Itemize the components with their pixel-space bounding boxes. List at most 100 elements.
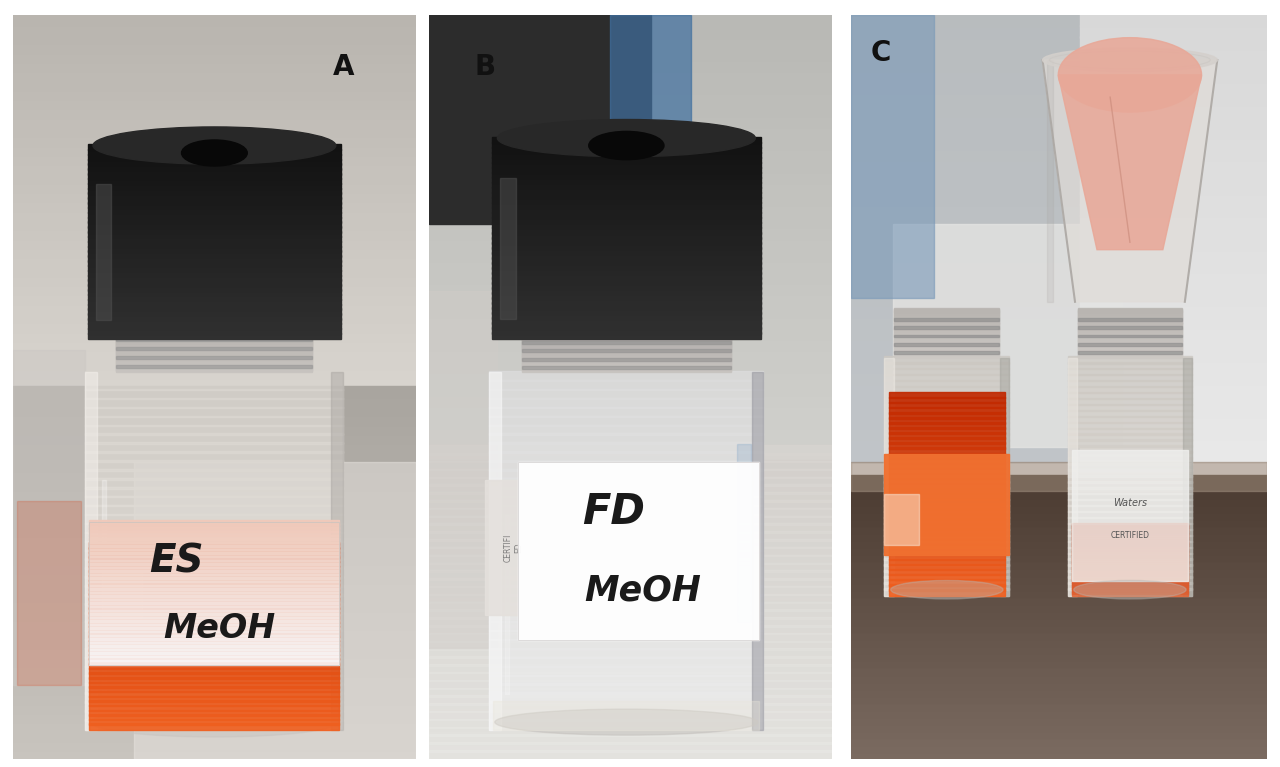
Bar [13, 97, 416, 108]
Bar [13, 739, 416, 750]
Bar [429, 639, 832, 647]
Bar [489, 647, 763, 658]
Bar [1071, 580, 1188, 583]
Bar [429, 485, 832, 494]
Bar [1068, 392, 1193, 400]
Bar [492, 217, 760, 223]
Bar [492, 197, 760, 203]
Bar [1071, 555, 1188, 558]
Bar [1080, 393, 1267, 406]
Bar [90, 719, 339, 725]
Bar [888, 433, 1005, 439]
Bar [895, 334, 1000, 337]
Bar [851, 137, 1080, 150]
Bar [1080, 36, 1267, 49]
Bar [13, 79, 416, 90]
Bar [86, 416, 343, 426]
Bar [1080, 215, 1267, 227]
Bar [851, 538, 1267, 548]
Bar [895, 349, 1000, 351]
Bar [116, 330, 312, 333]
Bar [332, 373, 343, 729]
Bar [88, 260, 340, 266]
Bar [1071, 562, 1188, 565]
Bar [88, 188, 340, 194]
Bar [90, 621, 339, 627]
Bar [1068, 422, 1193, 429]
Bar [101, 479, 106, 694]
Bar [429, 676, 832, 685]
Bar [1080, 271, 1267, 283]
Bar [13, 219, 416, 229]
Bar [429, 617, 832, 627]
Bar [489, 380, 763, 390]
Bar [13, 339, 416, 350]
Bar [86, 701, 343, 712]
Bar [884, 463, 1009, 471]
Bar [429, 193, 832, 205]
Bar [1068, 493, 1193, 500]
Bar [851, 574, 1267, 583]
Bar [851, 525, 1267, 533]
Bar [429, 449, 832, 462]
Bar [1078, 350, 1183, 353]
Bar [884, 427, 1009, 435]
Bar [1071, 581, 1188, 585]
Bar [90, 599, 339, 604]
Bar [888, 518, 1005, 525]
Bar [1068, 410, 1193, 417]
Bar [1080, 237, 1267, 250]
Bar [851, 602, 1267, 611]
Bar [1071, 525, 1188, 528]
Bar [1078, 318, 1183, 321]
Bar [489, 398, 763, 408]
Bar [888, 579, 1005, 585]
Bar [851, 680, 1267, 689]
Bar [895, 328, 1000, 331]
Bar [13, 190, 416, 201]
Bar [888, 463, 1005, 469]
Bar [522, 347, 731, 350]
Bar [90, 575, 339, 581]
Bar [888, 412, 1005, 419]
Bar [895, 347, 1000, 349]
Bar [522, 351, 731, 353]
Bar [522, 341, 731, 344]
Bar [13, 70, 416, 81]
Bar [90, 563, 339, 568]
Ellipse shape [1059, 38, 1202, 112]
Bar [86, 451, 343, 462]
Bar [1068, 380, 1193, 387]
Bar [90, 649, 339, 655]
Bar [492, 247, 760, 254]
Bar [1071, 542, 1188, 545]
Bar [116, 360, 312, 364]
Bar [895, 318, 1000, 320]
Bar [1071, 553, 1188, 556]
Bar [13, 683, 416, 694]
Bar [489, 693, 763, 703]
Bar [1071, 532, 1188, 535]
Bar [851, 709, 1267, 717]
Bar [1078, 327, 1183, 330]
Bar [90, 635, 339, 641]
Bar [429, 719, 832, 728]
Bar [888, 558, 1005, 565]
Bar [1071, 546, 1188, 549]
Bar [429, 498, 832, 506]
Bar [489, 425, 763, 435]
Bar [429, 148, 832, 160]
Bar [429, 750, 832, 759]
Bar [1068, 511, 1193, 518]
Bar [851, 532, 1267, 540]
Bar [895, 355, 1000, 357]
Bar [86, 373, 97, 729]
Bar [522, 357, 731, 360]
Bar [116, 347, 312, 350]
Bar [13, 544, 416, 555]
Bar [895, 353, 1000, 355]
Bar [1068, 576, 1193, 584]
Bar [116, 348, 312, 351]
Bar [429, 426, 832, 439]
Bar [90, 535, 339, 540]
